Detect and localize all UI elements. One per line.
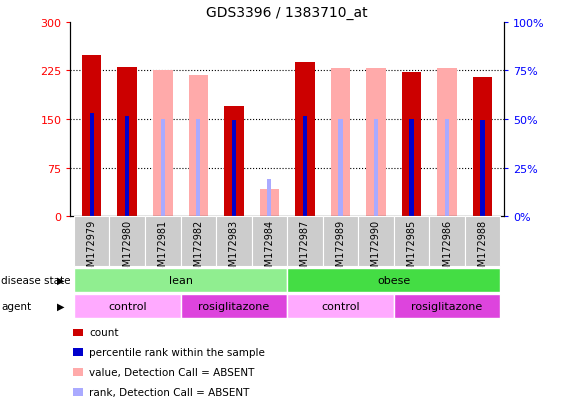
Bar <box>181 217 216 266</box>
Text: GSM172985: GSM172985 <box>406 219 417 278</box>
Bar <box>189 76 208 217</box>
Text: rosiglitazone: rosiglitazone <box>198 301 270 311</box>
Bar <box>224 107 244 217</box>
Bar <box>429 217 465 266</box>
Bar <box>358 217 394 266</box>
Bar <box>473 78 492 217</box>
Bar <box>295 63 315 217</box>
Text: GSM172979: GSM172979 <box>87 219 97 278</box>
Text: GSM172989: GSM172989 <box>336 219 346 278</box>
Text: control: control <box>321 301 360 311</box>
Bar <box>74 294 181 318</box>
Bar <box>409 120 414 217</box>
Text: GSM172987: GSM172987 <box>300 219 310 278</box>
Bar <box>445 120 449 217</box>
Text: ▶: ▶ <box>57 301 65 311</box>
Text: ▶: ▶ <box>57 275 65 285</box>
Text: lean: lean <box>168 275 193 285</box>
Bar <box>196 120 200 217</box>
Text: percentile rank within the sample: percentile rank within the sample <box>89 347 265 357</box>
Bar <box>181 294 287 318</box>
Bar <box>287 294 394 318</box>
Bar <box>374 120 378 217</box>
Text: obese: obese <box>377 275 410 285</box>
Text: rosiglitazone: rosiglitazone <box>412 301 482 311</box>
Text: GSM172986: GSM172986 <box>442 219 452 278</box>
Bar <box>125 116 129 217</box>
Bar <box>465 217 501 266</box>
Bar <box>90 113 94 217</box>
Text: GSM172990: GSM172990 <box>371 219 381 278</box>
Bar <box>260 190 279 217</box>
Bar <box>287 268 501 292</box>
Text: GSM172981: GSM172981 <box>158 219 168 278</box>
Bar <box>303 116 307 217</box>
Bar <box>287 217 323 266</box>
Bar <box>252 217 287 266</box>
Bar <box>394 217 429 266</box>
Text: GSM172984: GSM172984 <box>265 219 274 278</box>
Bar <box>480 121 485 217</box>
Bar <box>232 121 236 217</box>
Text: agent: agent <box>1 301 32 311</box>
Text: GSM172983: GSM172983 <box>229 219 239 278</box>
Text: value, Detection Call = ABSENT: value, Detection Call = ABSENT <box>89 367 254 377</box>
Text: disease state: disease state <box>1 275 70 285</box>
Bar <box>74 268 287 292</box>
Bar <box>109 217 145 266</box>
Bar <box>366 69 386 217</box>
Text: control: control <box>108 301 146 311</box>
Bar <box>118 68 137 217</box>
Bar <box>330 69 350 217</box>
Title: GDS3396 / 1383710_at: GDS3396 / 1383710_at <box>206 6 368 20</box>
Text: GSM172982: GSM172982 <box>193 219 203 278</box>
Bar <box>153 71 172 217</box>
Bar <box>323 217 358 266</box>
Text: rank, Detection Call = ABSENT: rank, Detection Call = ABSENT <box>89 387 249 397</box>
Bar <box>402 73 421 217</box>
Bar <box>394 294 501 318</box>
Text: count: count <box>89 328 118 337</box>
Bar <box>216 217 252 266</box>
Bar <box>145 217 181 266</box>
Bar <box>267 179 271 217</box>
Text: GSM172980: GSM172980 <box>122 219 132 278</box>
Bar <box>338 120 342 217</box>
Bar <box>74 217 109 266</box>
Bar <box>82 56 101 217</box>
Bar <box>160 120 165 217</box>
Text: GSM172988: GSM172988 <box>477 219 488 278</box>
Bar <box>437 69 457 217</box>
